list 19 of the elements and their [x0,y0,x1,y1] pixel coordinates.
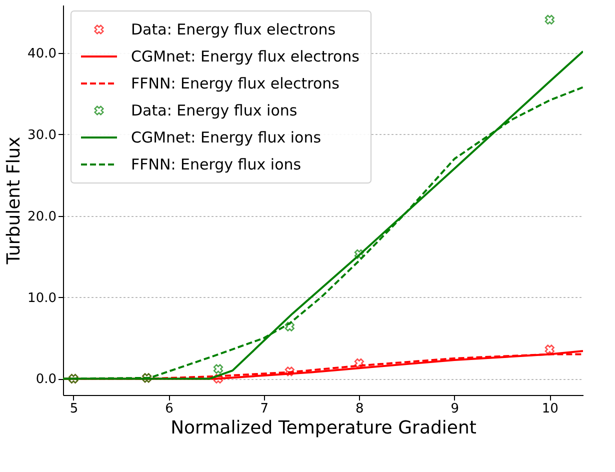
x-tick-label: 6 [165,402,174,416]
legend-label: FFNN: Energy flux electrons [131,74,340,92]
legend-label: FFNN: Energy flux ions [131,156,302,174]
y-tick-label: 30.0 [28,128,56,143]
x-tick-label: 9 [450,402,460,416]
y-tick-label: 0.0 [36,372,56,388]
x-tick-label: 7 [260,402,269,416]
y-tick-label: 20.0 [28,209,56,224]
y-tick-label: 40.0 [28,46,56,62]
y-axis-title: Turbulent Flux [4,136,25,266]
x-tick-label: 5 [70,402,78,416]
x-tick-label: 10 [542,402,558,416]
x-axis-title: Normalized Temperature Gradient [170,418,476,438]
x-tick-label: 8 [356,402,364,416]
y-tick-label: 10.0 [28,290,56,306]
legend-label: CGMnet: Energy flux ions [131,128,322,146]
legend-label: CGMnet: Energy flux electrons [131,48,360,66]
legend-label: Data: Energy flux ions [131,102,298,120]
legend-label: Data: Energy flux electrons [131,20,336,38]
